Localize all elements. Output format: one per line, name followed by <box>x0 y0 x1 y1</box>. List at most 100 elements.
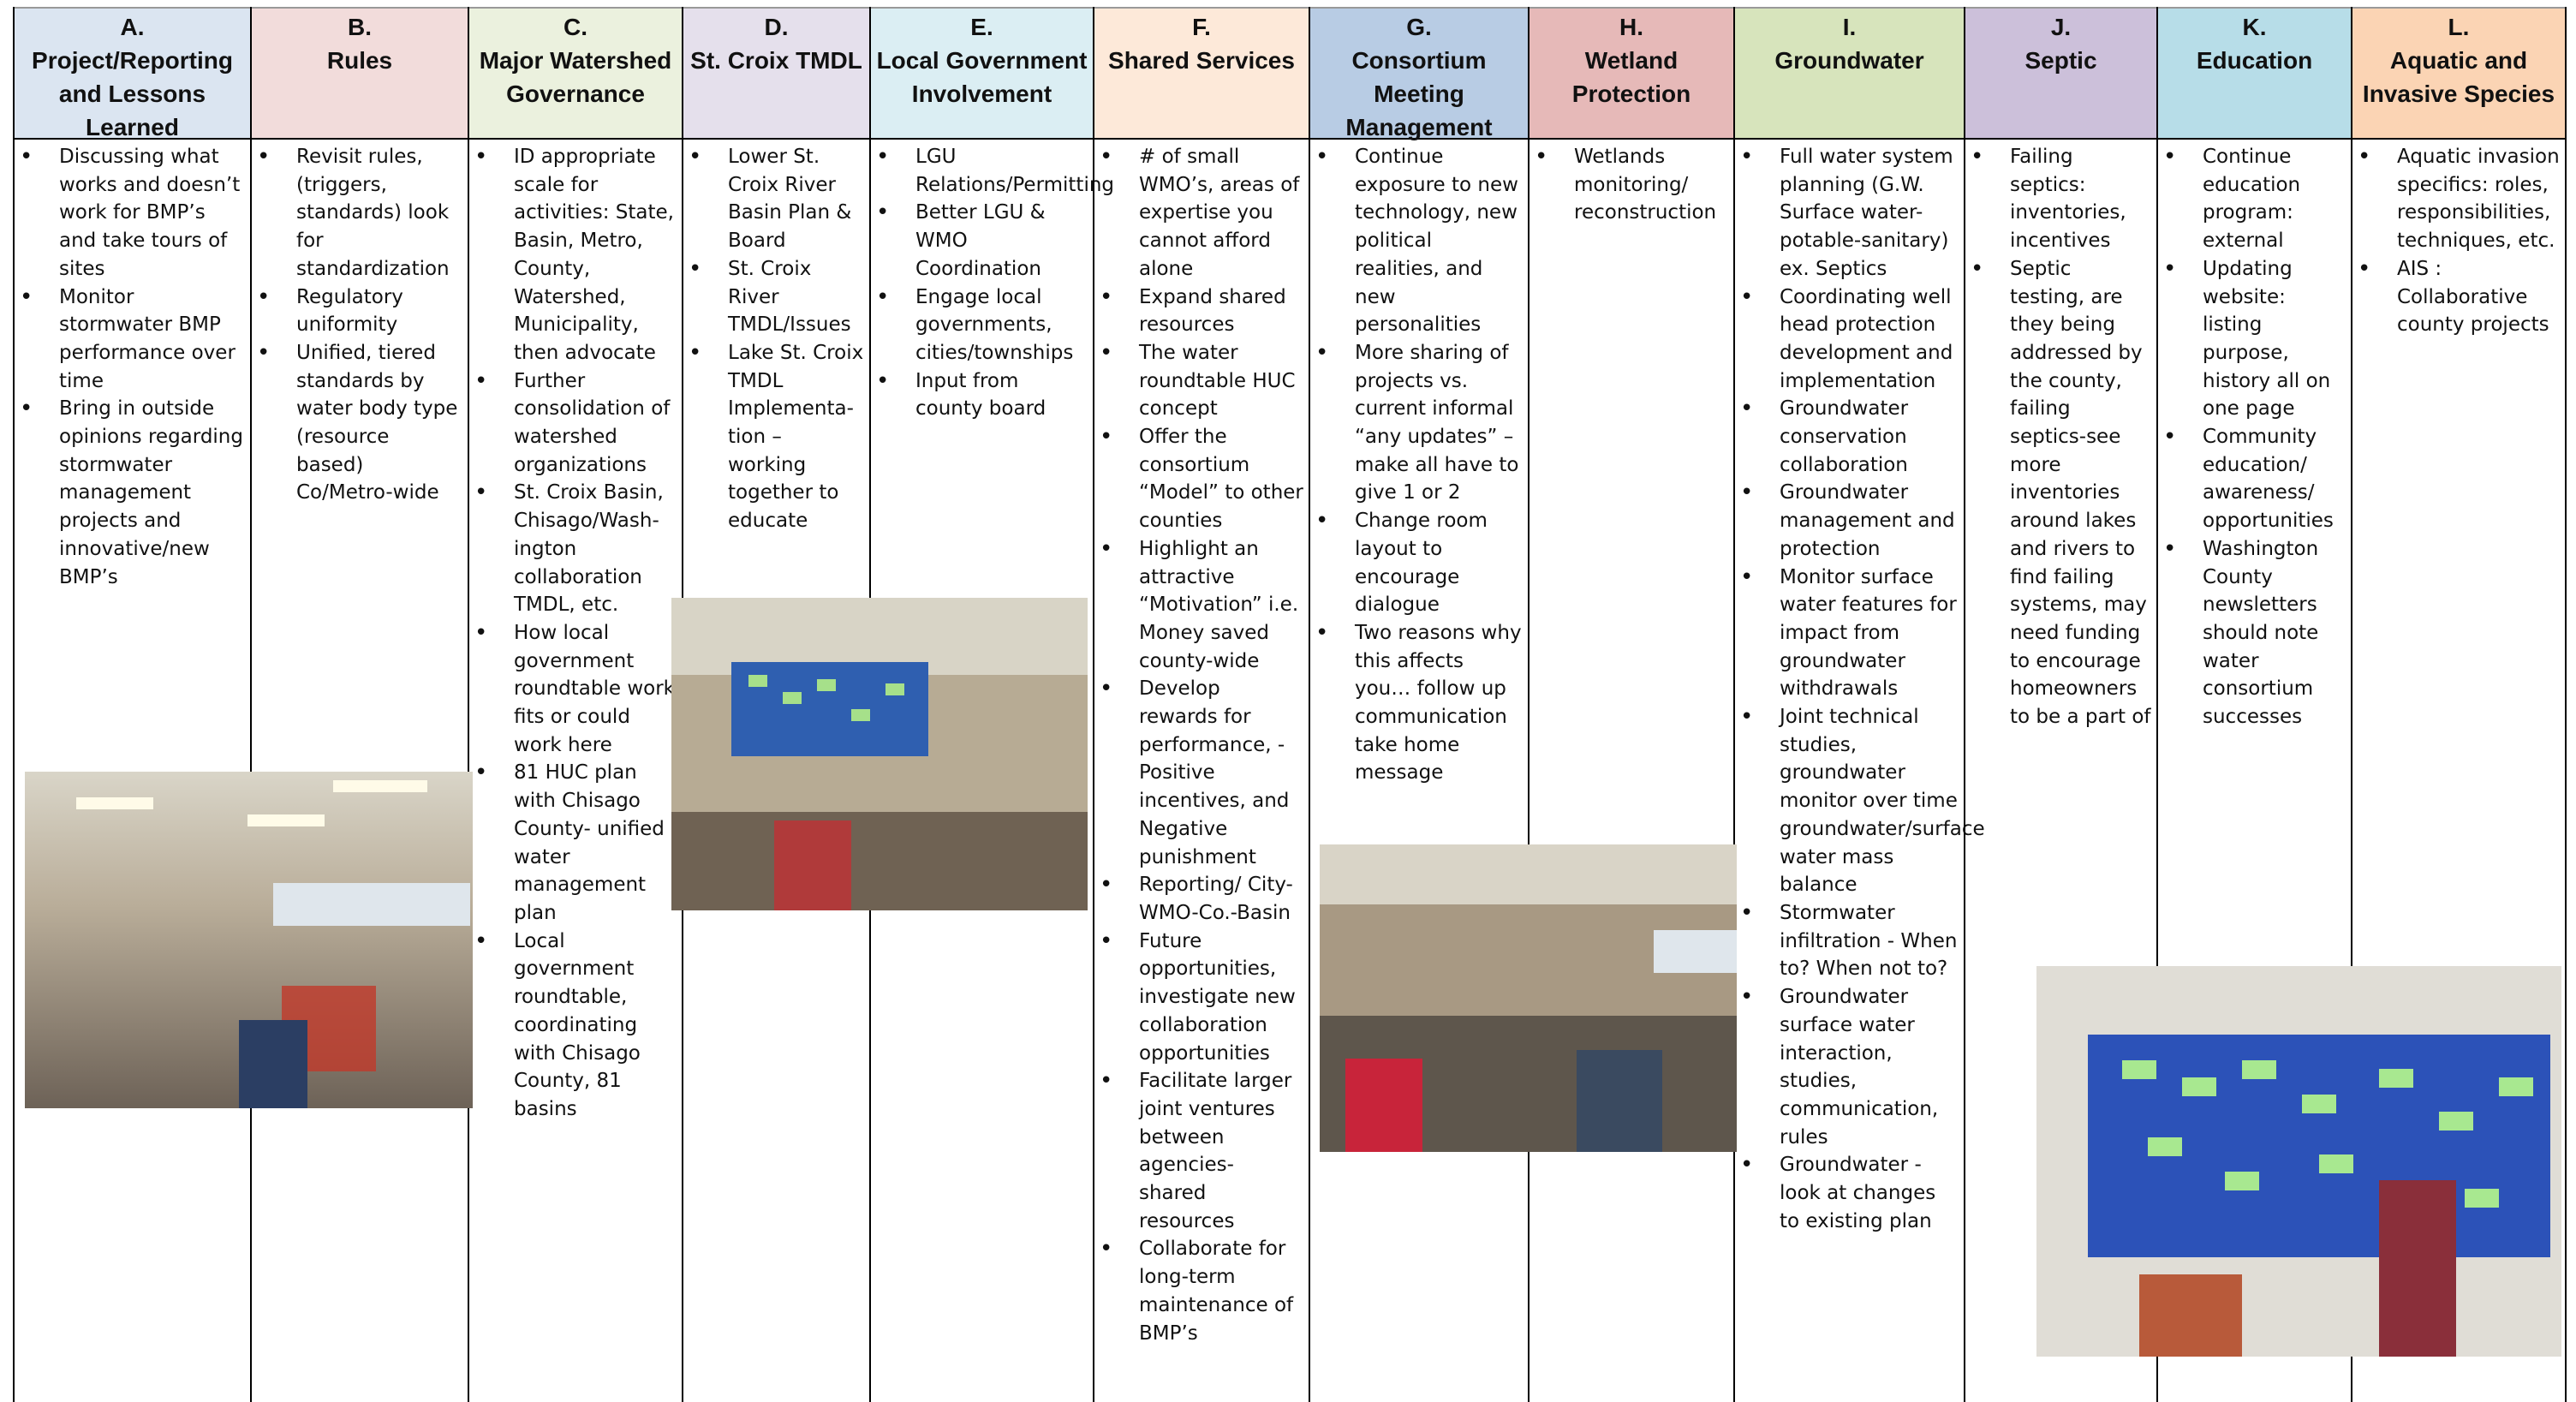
bullet-item: Further consolidation of watershed organ… <box>474 367 677 480</box>
bullet-item: Aquatic invasion specifics: roles, respo… <box>2358 143 2560 255</box>
column-title: Groundwater <box>1774 47 1924 74</box>
column: I. Groundwater Full water system planning … <box>1733 7 1985 1402</box>
bullet-item: Wetlands monitoring/ reconstruction <box>1535 143 1728 227</box>
bullet-item: Groundwater conservation collaboration <box>1740 395 1959 479</box>
column-header: K. Education <box>2158 7 2351 140</box>
bullet-item: Monitor surface water features for impac… <box>1740 564 1959 704</box>
bullet-item: Change room layout to encourage dialogue <box>1315 507 1523 619</box>
column-header: G. Consortium Meeting Management <box>1310 7 1528 140</box>
bullet-item: Groundwater management and protection <box>1740 479 1959 563</box>
column-letter: E. <box>970 14 993 40</box>
bullet-item: AIS : Collaborative county projects <box>2358 255 2560 339</box>
bullet-item: More sharing of projects vs. current inf… <box>1315 339 1523 507</box>
bullet-item: Future opportunities, investigate new co… <box>1100 928 1303 1068</box>
bullet-item: Reporting/ City-WMO-Co.-Basin <box>1100 871 1303 927</box>
column-letter: C. <box>564 14 587 40</box>
bullet-item: Input from county board <box>876 367 1088 423</box>
bullet-item: Two reasons why this affects you… follow… <box>1315 619 1523 787</box>
bullet-list: Revisit rules, (triggers, standards) loo… <box>252 143 468 507</box>
bullet-item: Develop rewards for performance, - Posit… <box>1100 675 1303 871</box>
column: G. Consortium Meeting ManagementContinue … <box>1309 7 1528 1402</box>
column: C. Major Watershed Governance ID appropria… <box>468 7 682 1402</box>
bullet-item: Community education/ awareness/ opportun… <box>2163 423 2346 535</box>
column-title: Major Watershed Governance <box>479 47 672 107</box>
column-title: Project/Reporting and Lessons Learned <box>32 47 233 140</box>
bullet-item: Engage local governments, cities/townshi… <box>876 283 1088 367</box>
column: K. Education Continue education program: e… <box>2156 7 2351 1402</box>
bullet-item: Revisit rules, (triggers, standards) loo… <box>257 143 462 283</box>
column-letter: L. <box>2448 14 2470 40</box>
bullet-item: 81 HUC plan with Chisago County- unified… <box>474 759 677 927</box>
bullet-list: # of small WMO’s, areas of expertise you… <box>1094 143 1309 1347</box>
column-title: Local Government Involvement <box>876 47 1088 107</box>
column-letter: G. <box>1406 14 1432 40</box>
bullet-item: Collaborate for long-term maintenance of… <box>1100 1235 1303 1347</box>
bullet-list: ID appropriate scale for activities: Sta… <box>469 143 682 1124</box>
bullet-list: Lower St. Croix River Basin Plan & Board… <box>683 143 869 535</box>
column-header: I. Groundwater <box>1735 7 1964 140</box>
column-header: D. St. Croix TMDL <box>683 7 869 140</box>
column-letter: J. <box>2050 14 2072 40</box>
column-header: L. Aquatic and Invasive Species <box>2352 7 2565 140</box>
bullet-list: Wetlands monitoring/ reconstruction <box>1530 143 1733 227</box>
bullet-item: Better LGU & WMO Coordination <box>876 199 1088 283</box>
bullet-item: Local government roundtable, coordinatin… <box>474 928 677 1124</box>
column: J. Septic Failing septics: inventories, in… <box>1964 7 2156 1402</box>
column: A. Project/Reporting and Lessons LearnedD… <box>13 7 250 1402</box>
bullet-item: Facilitate larger joint ventures between… <box>1100 1067 1303 1235</box>
bullet-item: Lower St. Croix River Basin Plan & Board <box>689 143 864 255</box>
bullet-item: Unified, tiered standards by water body … <box>257 339 462 507</box>
bullet-item: The water roundtable HUC concept <box>1100 339 1303 423</box>
column-title: Consortium Meeting Management <box>1345 47 1493 140</box>
bullet-item: ID appropriate scale for activities: Sta… <box>474 143 677 367</box>
bullet-item: Highlight an attractive “Motivation” i.e… <box>1100 535 1303 676</box>
column-letter: D. <box>764 14 789 40</box>
bullet-item: Joint technical studies, groundwater mon… <box>1740 703 1985 899</box>
bullet-list: Full water system planning (G.W. Surface… <box>1735 143 1985 1235</box>
bullet-item: # of small WMO’s, areas of expertise you… <box>1100 143 1303 283</box>
column-letter: A. <box>120 14 145 40</box>
column: H. Wetland Protection Wetlands monitoring/… <box>1528 7 1733 1402</box>
bullet-item: Offer the consortium “Model” to other co… <box>1100 423 1303 535</box>
bullet-item: How local government roundtable work fit… <box>474 619 677 760</box>
bullet-item: Groundwater surface water interaction, s… <box>1740 983 1959 1151</box>
bullet-item: Continue education program: external <box>2163 143 2346 255</box>
bullet-item: Full water system planning (G.W. Surface… <box>1740 143 1959 283</box>
photo <box>1320 844 1737 1152</box>
bullet-list: Continue education program: externalUpda… <box>2158 143 2351 731</box>
bullet-item: St. Croix Basin, Chisago/Wash-ington col… <box>474 479 677 619</box>
bullet-item: Monitor stormwater BMP performance over … <box>20 283 245 396</box>
column: B. Rules Revisit rules, (triggers, standar… <box>250 7 468 1402</box>
bullet-list: Discussing what works and doesn’t work f… <box>15 143 250 591</box>
bullet-item: Continue exposure to new technology, new… <box>1315 143 1523 339</box>
column-header: F. Shared Services <box>1094 7 1309 140</box>
column-title: St. Croix TMDL <box>690 47 862 74</box>
bullet-item: Coordinating well head protection develo… <box>1740 283 1959 396</box>
column-title: Septic <box>2024 47 2097 74</box>
bullet-item: Updating website: listing purpose, histo… <box>2163 255 2346 423</box>
column-header: C. Major Watershed Governance <box>469 7 682 140</box>
bullet-item: Bring in outside opinions regarding stor… <box>20 395 245 591</box>
column-title: Education <box>2196 47 2313 74</box>
bullet-item: Septic testing, are they being addressed… <box>1971 255 2151 731</box>
bullet-item: Discussing what works and doesn’t work f… <box>20 143 245 283</box>
bullet-item: Stormwater infiltration - When to? When … <box>1740 899 1959 983</box>
bullet-item: LGU Relations/Permitting <box>876 143 1114 199</box>
column-letter: F. <box>1192 14 1211 40</box>
bullet-list: Continue exposure to new technology, new… <box>1310 143 1528 787</box>
bullet-item: St. Croix River TMDL/Issues <box>689 255 864 339</box>
column-header: B. Rules <box>252 7 468 140</box>
column-letter: I. <box>1842 14 1857 40</box>
photo <box>2036 966 2561 1357</box>
column: L. Aquatic and Invasive Species Aquatic in… <box>2351 7 2567 1402</box>
column-title: Shared Services <box>1108 47 1295 74</box>
column-header: E. Local Government Involvement <box>871 7 1093 140</box>
column-header: J. Septic <box>1965 7 2156 140</box>
column-header: H. Wetland Protection <box>1530 7 1733 140</box>
column-letter: H. <box>1619 14 1643 40</box>
bullet-item: Washington County newsletters should not… <box>2163 535 2346 731</box>
column-title: Aquatic and Invasive Species <box>2362 47 2555 107</box>
bullet-list: LGU Relations/PermittingBetter LGU & WMO… <box>871 143 1114 423</box>
column-letter: K. <box>2242 14 2267 40</box>
column-title: Rules <box>326 47 393 74</box>
